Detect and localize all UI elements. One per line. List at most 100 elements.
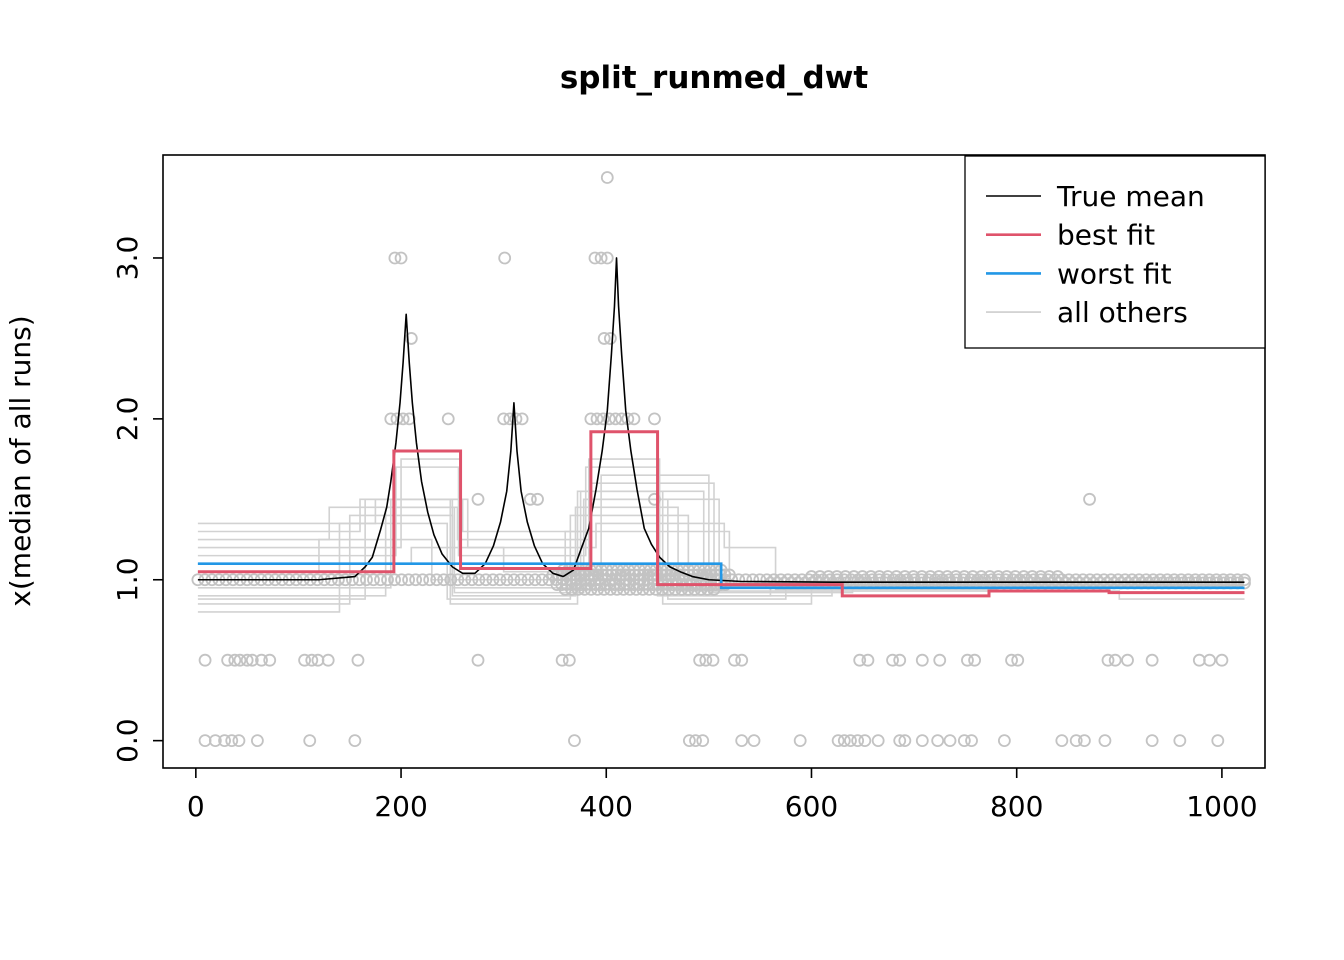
- data-point: [565, 583, 579, 596]
- data-point: [404, 332, 418, 345]
- data-point: [451, 573, 465, 587]
- y-axis-label: x(median of all runs): [4, 315, 37, 606]
- data-point: [233, 653, 247, 667]
- data-point: [649, 583, 663, 596]
- all-others-line: [197, 514, 1243, 613]
- data-point: [263, 653, 277, 667]
- data-point: [893, 734, 907, 748]
- all-others-line: [197, 466, 1243, 597]
- y-tick-label: 0.0: [111, 718, 144, 763]
- data-point: [472, 573, 486, 587]
- data-point: [1101, 653, 1115, 667]
- data-point: [597, 332, 611, 345]
- data-point: [600, 251, 614, 265]
- legend: True mean best fit worst fit all others: [964, 155, 1266, 349]
- data-point: [871, 734, 885, 748]
- data-point: [943, 734, 957, 748]
- data-point: [493, 573, 507, 587]
- data-point: [1215, 653, 1229, 667]
- data-point: [1192, 653, 1206, 667]
- data-point: [957, 734, 971, 748]
- data-point: [600, 171, 614, 184]
- data-point: [610, 583, 624, 596]
- y-tick-label: 3.0: [111, 236, 144, 281]
- data-point: [521, 573, 535, 587]
- data-point: [353, 573, 366, 587]
- data-point: [303, 734, 317, 748]
- data-point: [471, 653, 485, 667]
- data-point: [250, 734, 264, 748]
- x-tick-label: 400: [580, 790, 633, 823]
- data-point: [515, 412, 529, 426]
- all-others-line: [197, 490, 1243, 605]
- data-point: [381, 573, 394, 587]
- data-point: [1098, 734, 1112, 748]
- data-point: [648, 412, 661, 426]
- data-point: [1173, 734, 1187, 748]
- data-point: [728, 653, 741, 667]
- data-point: [965, 734, 978, 748]
- data-point: [596, 412, 610, 426]
- legend-entry-label: True mean: [1056, 180, 1205, 213]
- data-point: [1211, 734, 1225, 748]
- data-point: [388, 573, 401, 587]
- series-layer: [191, 171, 1251, 748]
- data-point: [1108, 653, 1122, 667]
- data-point: [437, 573, 451, 587]
- data-point: [444, 573, 458, 587]
- data-point: [338, 573, 352, 587]
- data-point: [348, 734, 362, 748]
- data-point: [961, 653, 974, 667]
- data-point: [853, 653, 867, 667]
- data-point: [535, 573, 549, 587]
- data-point: [305, 653, 319, 667]
- data-point: [735, 734, 749, 748]
- data-point: [1203, 653, 1216, 667]
- data-point: [523, 492, 537, 506]
- true-mean-line: [197, 257, 1245, 583]
- data-point: [198, 734, 212, 748]
- data-point: [208, 734, 222, 748]
- data-point: [693, 653, 707, 667]
- data-point: [642, 583, 656, 596]
- y-tick-label: 1.0: [111, 557, 144, 602]
- data-point: [933, 653, 947, 667]
- legend-entry-label: best fit: [1057, 219, 1155, 252]
- data-point: [1078, 734, 1091, 748]
- data-point: [360, 573, 373, 587]
- data-point: [507, 573, 521, 587]
- data-point: [388, 251, 402, 265]
- data-point: [629, 583, 643, 596]
- data-point: [571, 583, 585, 596]
- data-point: [331, 573, 345, 587]
- data-point: [886, 653, 899, 667]
- data-point: [1145, 734, 1159, 748]
- data-point: [221, 653, 235, 667]
- data-point: [915, 734, 929, 748]
- data-point: [531, 492, 544, 506]
- data-point: [218, 734, 231, 748]
- data-point: [568, 734, 581, 748]
- data-point: [555, 653, 569, 667]
- data-point: [997, 734, 1011, 748]
- data-point: [682, 734, 696, 748]
- data-point: [486, 573, 500, 587]
- legend-box: [964, 155, 1266, 349]
- data-point: [696, 734, 710, 748]
- data-point: [898, 734, 912, 748]
- data-point: [1055, 734, 1069, 748]
- chart-title: split_runmed_dwt: [560, 60, 868, 96]
- data-point: [562, 653, 576, 667]
- data-point: [228, 653, 242, 667]
- data-point: [384, 412, 398, 426]
- data-point: [409, 573, 423, 587]
- y-tick-label: 2.0: [111, 397, 144, 442]
- data-point: [588, 251, 602, 265]
- data-point: [471, 492, 485, 506]
- data-point: [590, 412, 604, 426]
- data-point: [851, 734, 865, 748]
- data-point: [699, 653, 713, 667]
- data-point: [346, 573, 359, 587]
- data-point: [351, 653, 365, 667]
